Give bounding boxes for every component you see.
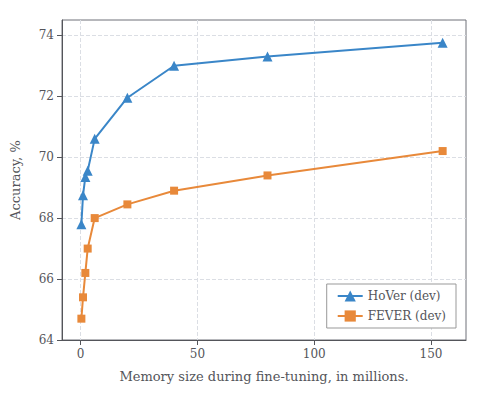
svg-text:68: 68 <box>39 211 54 225</box>
svg-text:Memory size during fine-tuning: Memory size during fine-tuning, in milli… <box>119 369 408 384</box>
svg-text:0: 0 <box>77 347 85 361</box>
svg-text:50: 50 <box>190 347 205 361</box>
svg-text:FEVER (dev): FEVER (dev) <box>368 309 446 323</box>
svg-text:66: 66 <box>39 272 54 286</box>
svg-text:64: 64 <box>39 333 55 347</box>
svg-text:70: 70 <box>39 150 54 164</box>
svg-text:72: 72 <box>39 89 54 103</box>
svg-text:Accuracy, %: Accuracy, % <box>8 140 23 221</box>
svg-text:74: 74 <box>39 28 55 42</box>
svg-text:100: 100 <box>303 347 326 361</box>
svg-text:150: 150 <box>420 347 443 361</box>
svg-text:HoVer (dev): HoVer (dev) <box>368 289 441 303</box>
